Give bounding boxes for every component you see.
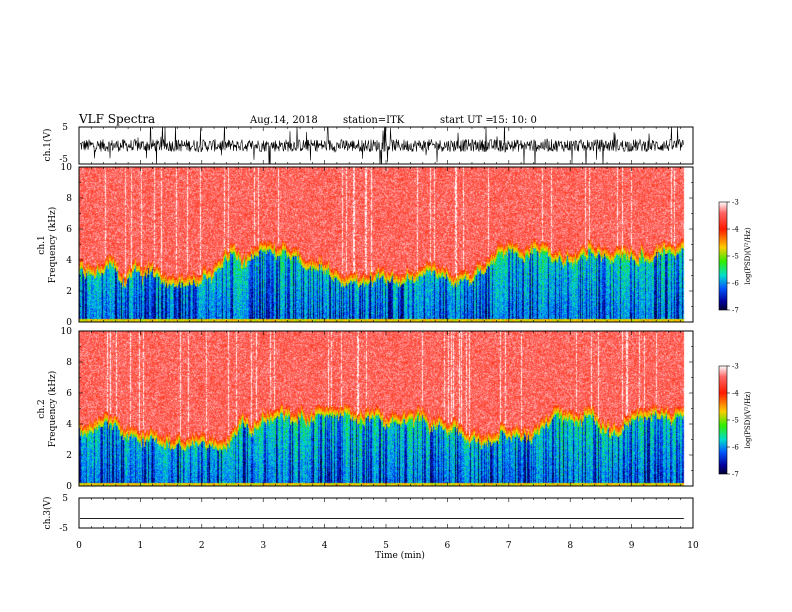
time-tick-label: 9 xyxy=(629,541,635,551)
ch2-colorbar-ticks: -3 -4 -5 -6 -7 xyxy=(727,363,739,479)
start-time-prefix: start UT = xyxy=(440,115,494,126)
ch1-spectrogram-yticks: 0 2 4 6 8 10 xyxy=(61,163,693,328)
date-label: Aug.14, 2018 xyxy=(249,115,318,126)
freq-tick-label: 0 xyxy=(66,482,72,492)
time-tick-label: 2 xyxy=(199,541,205,551)
ch1-colorbar-gradient xyxy=(718,201,728,311)
ch3-waveform-ylabel: ch.3(V) xyxy=(42,497,53,530)
time-tick-label: 7 xyxy=(506,541,512,551)
ch1-ytick-top: 5 xyxy=(62,123,68,133)
ch3-waveform-frame xyxy=(78,497,694,529)
colorbar-tick-label: -3 xyxy=(732,199,739,207)
ch1-colorbar-label: log(PSD)(V²/Hz) xyxy=(744,227,752,284)
time-tick-label: 10 xyxy=(687,541,699,551)
time-axis-tick-labels: 0 1 2 3 4 5 6 7 8 9 10 xyxy=(76,541,699,551)
time-axis-ticks xyxy=(78,127,694,528)
colorbar-tick-label: -5 xyxy=(732,253,739,261)
freq-tick-label: 2 xyxy=(66,451,72,461)
time-tick-label: 0 xyxy=(76,541,82,551)
colorbar-tick-label: -5 xyxy=(732,417,739,425)
ch1-colorbar: -3 -4 -5 -6 -7 log(PSD)(V²/Hz) xyxy=(718,199,752,315)
ch2-spectrogram-ylabel: Frequency (kHz) xyxy=(47,371,58,448)
ch1-spectrogram-ylabel: Frequency (kHz) xyxy=(47,207,58,284)
panel-ch1-spectrogram: 0 2 4 6 8 10 ch.1 Frequency (kHz) -3 -4 -5 -6 -7 … xyxy=(37,163,752,328)
colorbar-tick-label: -4 xyxy=(732,226,739,234)
time-tick-label: 1 xyxy=(138,541,144,551)
ch3-ytick-bottom: -5 xyxy=(59,524,68,534)
panel-ch3-waveform: 5 -5 ch.3(V) xyxy=(42,494,694,534)
colorbar-tick-label: -7 xyxy=(732,307,739,315)
ch3-ytick-top: 5 xyxy=(62,494,68,504)
freq-tick-label: 8 xyxy=(66,194,72,204)
time-tick-label: 4 xyxy=(322,541,328,551)
ch1-colorbar-ticks: -3 -4 -5 -6 -7 xyxy=(727,199,739,315)
ch2-spectrogram-yticks: 0 2 4 6 8 10 xyxy=(61,327,693,492)
panel-ch2-spectrogram: 0 2 4 6 8 10 ch.2 Frequency (kHz) -3 -4 -5 -6 -7 … xyxy=(37,327,752,492)
panel-ch1-waveform: 5 -5 ch.1(V) xyxy=(42,123,694,165)
ch2-spectrogram-ylabel-channel: ch.2 xyxy=(37,399,47,418)
freq-tick-label: 4 xyxy=(66,256,72,266)
freq-tick-label: 6 xyxy=(66,389,72,399)
colorbar-tick-label: -4 xyxy=(732,390,739,398)
start-time-value: 15: 10: 0 xyxy=(492,115,537,126)
figure-title: VLF Spectra xyxy=(78,112,155,126)
ch2-colorbar-label: log(PSD)(V²/Hz) xyxy=(744,391,752,448)
colorbar-tick-label: -6 xyxy=(732,444,739,452)
colorbar-tick-label: -6 xyxy=(732,280,739,288)
station-label: station=ITK xyxy=(343,115,405,126)
ch1-spectrogram-ylabel-channel: ch.1 xyxy=(37,235,47,254)
colorbar-tick-label: -7 xyxy=(732,471,739,479)
time-axis-label: Time (min) xyxy=(375,550,425,561)
ch2-colorbar: -3 -4 -5 -6 -7 log(PSD)(V²/Hz) xyxy=(718,363,752,479)
time-tick-label: 5 xyxy=(383,541,389,551)
time-tick-label: 8 xyxy=(567,541,573,551)
freq-tick-label: 4 xyxy=(66,420,72,430)
freq-tick-label: 10 xyxy=(61,327,73,337)
freq-tick-label: 0 xyxy=(66,318,72,328)
freq-tick-label: 10 xyxy=(61,163,73,173)
freq-tick-label: 8 xyxy=(66,358,72,368)
time-tick-label: 6 xyxy=(445,541,451,551)
time-tick-label: 3 xyxy=(260,541,266,551)
ch2-colorbar-gradient xyxy=(718,365,728,475)
ch1-waveform-line xyxy=(79,127,684,164)
freq-tick-label: 2 xyxy=(66,287,72,297)
freq-tick-label: 6 xyxy=(66,225,72,235)
ch1-ytick-bottom: -5 xyxy=(59,155,68,165)
colorbar-tick-label: -3 xyxy=(732,363,739,371)
ch1-waveform-ylabel: ch.1(V) xyxy=(42,129,53,162)
ch1-spectrogram-image xyxy=(79,167,693,322)
ch2-spectrogram-image xyxy=(79,331,693,486)
